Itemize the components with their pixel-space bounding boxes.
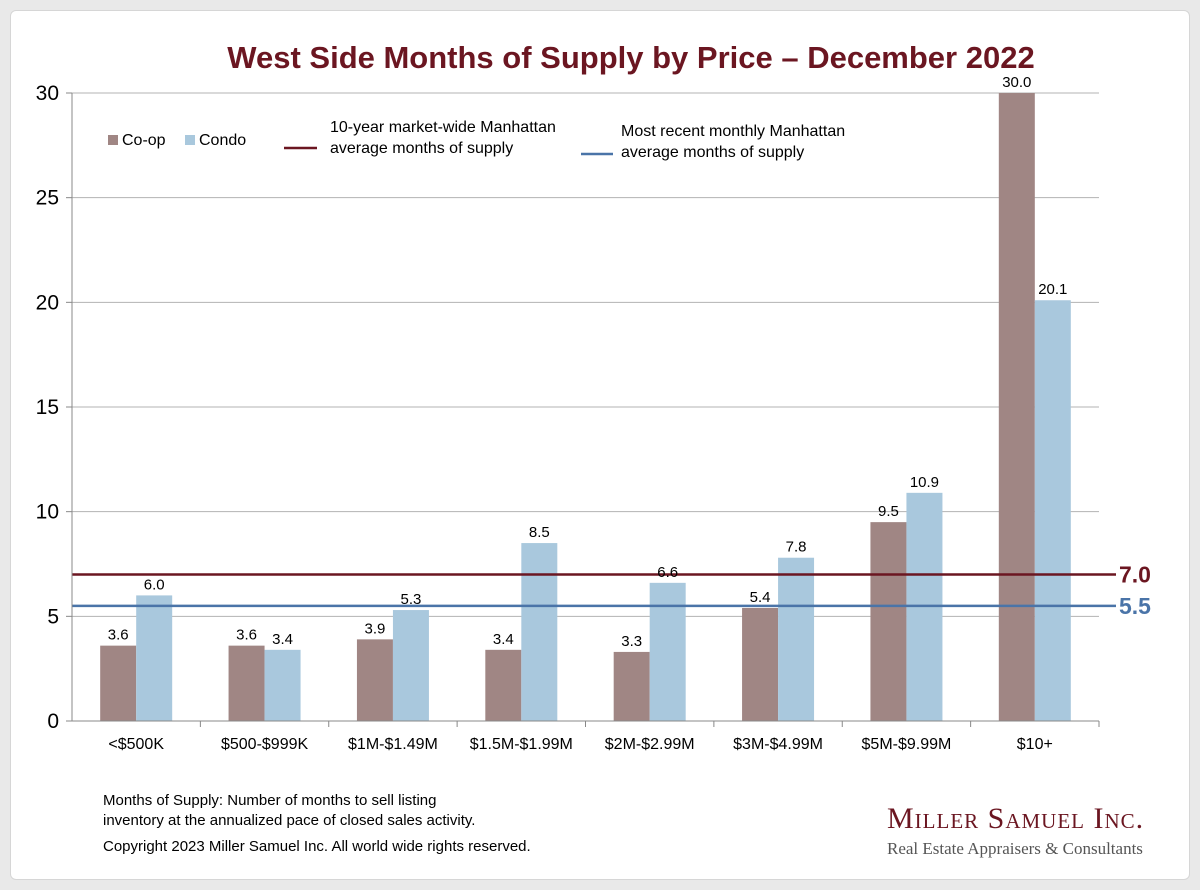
data-label: 3.6 [236, 627, 257, 644]
chart-card: West Side Months of Supply by Price – De… [10, 10, 1190, 880]
legend-label: Condo [199, 132, 246, 149]
bar-co-op [613, 651, 650, 721]
footer-note: Months of Supply: Number of months to se… [103, 791, 531, 857]
bar-condo [136, 595, 173, 721]
data-label: 3.4 [493, 631, 514, 648]
footer-definition-line1: Months of Supply: Number of months to se… [103, 792, 437, 809]
footer-copyright: Copyright 2023 Miller Samuel Inc. All wo… [103, 838, 531, 855]
legend-swatch-co-op [108, 135, 118, 145]
legend-label: Co-op [122, 132, 166, 149]
x-category-label: $500-$999K [221, 736, 309, 753]
legend-reference-label: Most recent monthly Manhattan [621, 123, 845, 140]
legend: Co-op Condo 10-year market-wide Manhattan a… [108, 119, 845, 161]
reference-line-label: 7.0 [1119, 561, 1151, 587]
bar-condo [392, 610, 429, 721]
data-label: 30.0 [1002, 74, 1031, 91]
bar-co-op [356, 639, 393, 721]
y-tick-label: 30 [36, 82, 59, 105]
company-logo: Miller Samuel Inc. Real Estate Appraiser… [887, 803, 1144, 859]
bar-co-op [870, 522, 907, 721]
data-label: 20.1 [1038, 281, 1067, 298]
bar-co-op [998, 93, 1035, 721]
bar-condo [778, 557, 815, 721]
y-tick-label: 10 [36, 501, 59, 524]
data-label: 6.0 [144, 576, 165, 593]
data-label: 6.6 [657, 564, 678, 581]
bar-condo [264, 649, 301, 721]
y-tick-label: 25 [36, 187, 59, 210]
y-tick-label: 15 [36, 396, 59, 419]
y-tick-label: 0 [47, 710, 59, 733]
axis-layer [66, 92, 1100, 727]
reference-line-label: 5.5 [1119, 593, 1151, 619]
data-label: 7.8 [786, 539, 807, 556]
x-category-label: $1.5M-$1.99M [470, 736, 573, 753]
reference-lines-layer [72, 573, 1116, 608]
data-label: 5.4 [750, 589, 771, 606]
x-category-label: $1M-$1.49M [348, 736, 438, 753]
bar-co-op [100, 645, 137, 721]
bar-co-op [742, 607, 779, 721]
y-tick-label: 20 [36, 291, 59, 314]
data-label: 3.9 [365, 620, 386, 637]
legend-reference-label: average months of supply [330, 140, 513, 157]
data-label: 10.9 [910, 474, 939, 491]
footer-definition-line2: inventory at the annualized pace of clos… [103, 812, 476, 829]
data-label: 3.6 [108, 627, 129, 644]
bar-condo [1034, 300, 1071, 721]
x-category-label: $2M-$2.99M [605, 736, 695, 753]
bar-condo [649, 582, 686, 721]
chart-title: West Side Months of Supply by Price – De… [227, 40, 1034, 75]
y-tick-label: 5 [47, 605, 59, 628]
bars-layer [100, 93, 1071, 721]
grid-layer [72, 92, 1099, 617]
bar-co-op [485, 649, 522, 721]
legend-reference-label: 10-year market-wide Manhattan [330, 119, 556, 136]
data-label: 9.5 [878, 503, 899, 520]
labels-layer: 0 5 10 15 20 25 30 <$500K 3.6 6.0 $500-$999K 3.6 3.4… [36, 74, 1152, 753]
bar-co-op [228, 645, 265, 721]
x-category-label: $10+ [1017, 736, 1053, 753]
data-label: 3.4 [272, 631, 293, 648]
logo-name: Miller Samuel Inc. [887, 802, 1145, 835]
data-label: 3.3 [621, 633, 642, 650]
bar-condo [521, 543, 558, 721]
legend-swatch-condo [185, 135, 195, 145]
x-category-label: <$500K [108, 736, 164, 753]
data-label: 5.3 [401, 591, 422, 608]
data-label: 8.5 [529, 524, 550, 541]
logo-tagline: Real Estate Appraisers & Consultants [887, 839, 1143, 858]
chart-svg: West Side Months of Supply by Price – De… [36, 40, 1152, 753]
legend-reference-label: average months of supply [621, 144, 804, 161]
x-category-label: $5M-$9.99M [862, 736, 952, 753]
x-category-label: $3M-$4.99M [733, 736, 823, 753]
